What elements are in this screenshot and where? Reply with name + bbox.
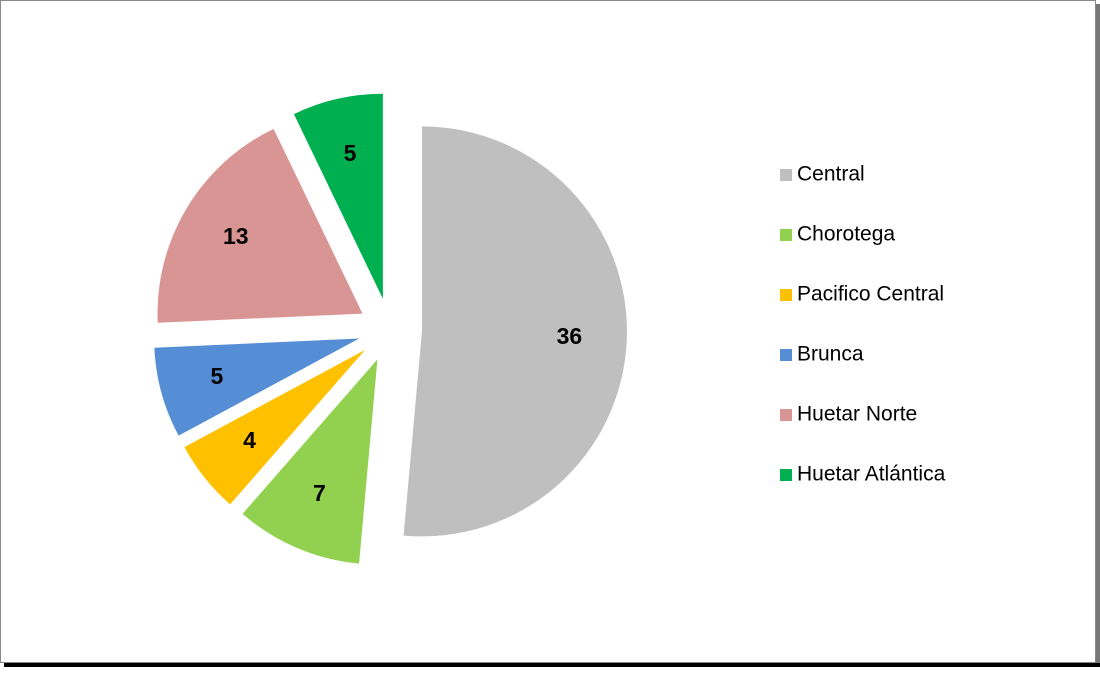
pie-slice (157, 128, 363, 323)
legend-swatch (780, 349, 792, 361)
pie-slice (293, 93, 383, 299)
legend-label: Pacifico Central (797, 283, 944, 306)
data-label: 7 (313, 480, 326, 506)
data-label: 5 (344, 140, 357, 166)
data-label: 13 (223, 223, 249, 249)
legend-swatch (780, 169, 792, 181)
pie-slice (403, 126, 627, 537)
data-label: 5 (210, 363, 223, 389)
legend-swatch (780, 229, 792, 241)
pie-slice (154, 338, 360, 436)
legend-swatch (780, 409, 792, 421)
legend-label: Huetar Atlántica (797, 463, 946, 486)
legend-swatch (780, 469, 792, 481)
data-label: 4 (243, 427, 256, 453)
legend-label: Brunca (797, 343, 864, 366)
legend-label: Huetar Norte (797, 403, 917, 426)
legend-swatch (780, 289, 792, 301)
pie-slice (184, 349, 365, 505)
frame-shadow (4, 663, 1100, 667)
data-label: 36 (557, 323, 583, 349)
legend-label: Chorotega (797, 223, 895, 246)
frame-shadow (1096, 4, 1100, 667)
legend-label: Central (797, 163, 865, 186)
pie-slice (242, 359, 378, 564)
